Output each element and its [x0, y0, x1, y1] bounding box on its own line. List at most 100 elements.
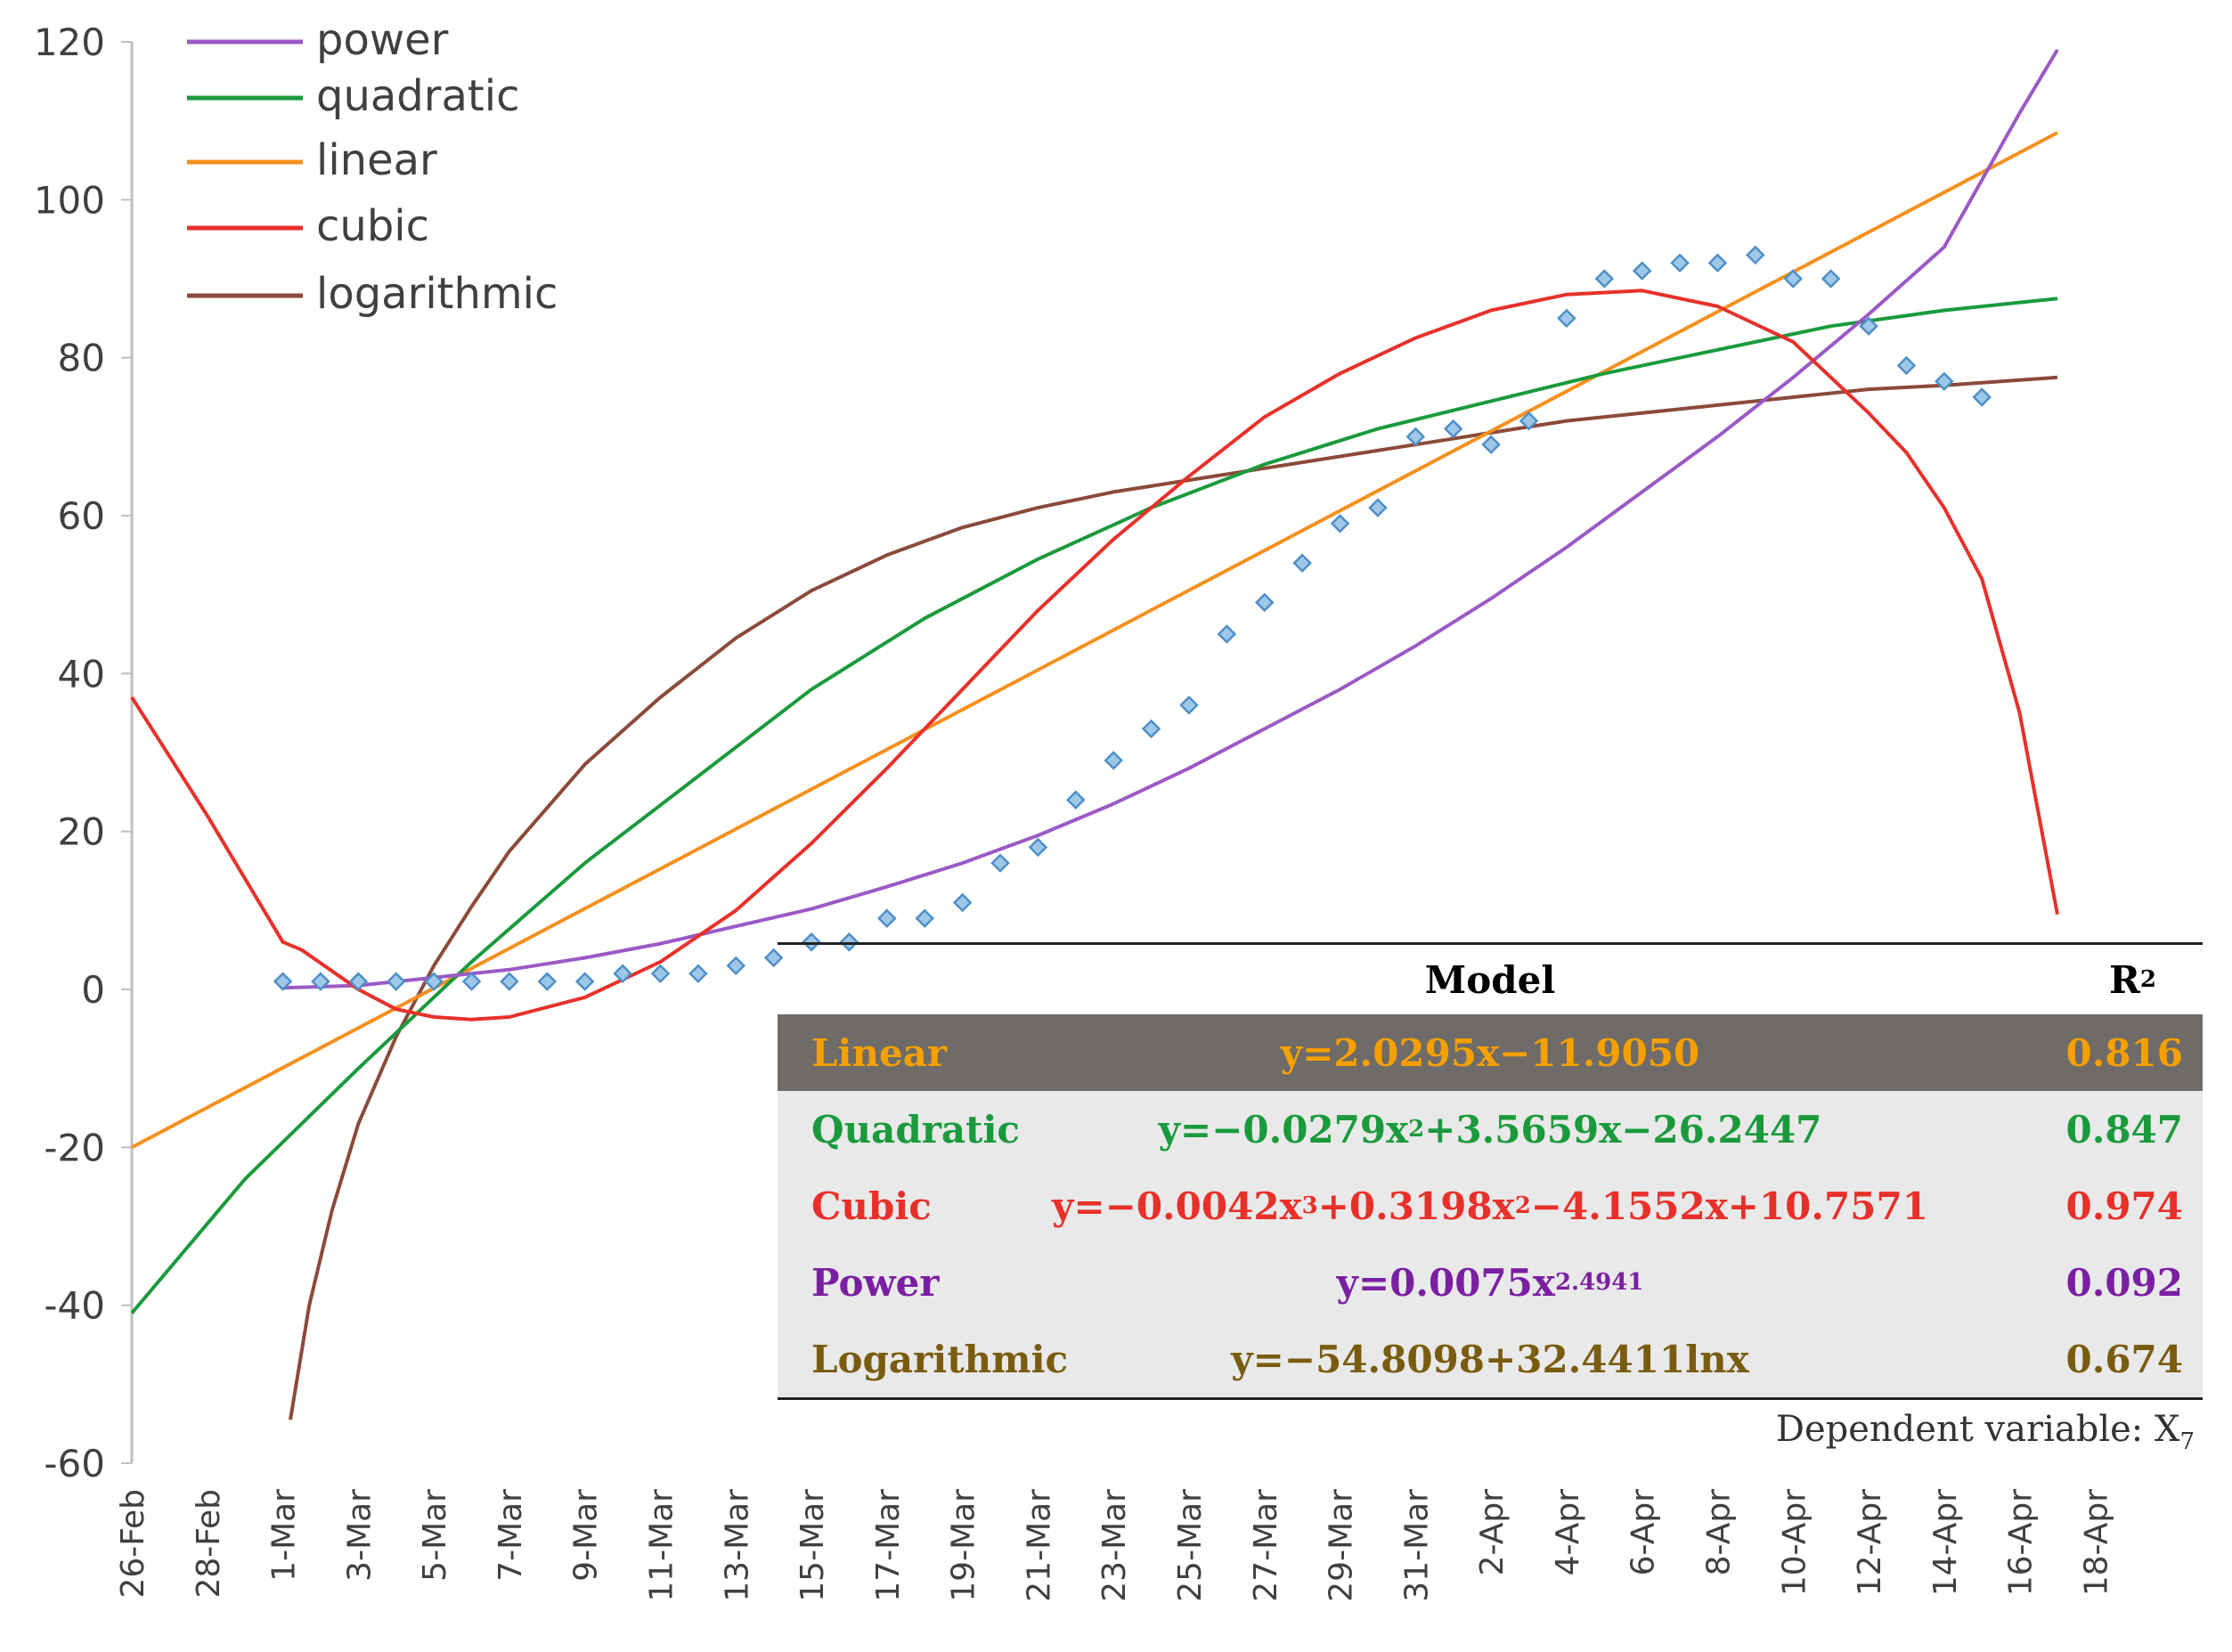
- y-tick-label: 80: [58, 337, 105, 380]
- y-tick-label: 100: [34, 178, 105, 222]
- y-tick-label: 40: [58, 652, 105, 696]
- x-tick-label: 29-Mar: [1324, 1489, 1360, 1602]
- observed-point: [424, 972, 444, 991]
- observed-point: [1557, 308, 1576, 329]
- observed-point: [1141, 719, 1161, 739]
- observed-point: [348, 972, 369, 991]
- y-tick-label: -60: [44, 1442, 105, 1485]
- x-tick-label: 12-Apr: [1852, 1489, 1888, 1596]
- model-name: Power: [811, 1260, 940, 1305]
- observed-point: [952, 892, 973, 913]
- table-row: Linear y=2.0295x−11.9050 0.816: [778, 1014, 2203, 1091]
- x-tick-label: 10-Apr: [1776, 1489, 1812, 1596]
- model-formula: y=−0.0279x 2 +3.5659x−26.2447: [1158, 1107, 1822, 1152]
- model-r2: 0.974: [2065, 1184, 2183, 1228]
- x-tick-label: 17-Mar: [870, 1489, 907, 1602]
- observed-point: [1179, 696, 1199, 715]
- table-row: Quadratic y=−0.0279x 2 +3.5659x−26.2447 0.84…: [778, 1091, 2203, 1168]
- legend-label-power: power: [316, 15, 449, 65]
- observed-point: [1935, 371, 1954, 392]
- table-bottom-rule: [778, 1397, 2203, 1400]
- observed-point: [500, 972, 519, 991]
- x-tick-label: 3-Mar: [341, 1489, 378, 1582]
- header-model: Model: [1424, 957, 1556, 1002]
- x-tick-label: 19-Mar: [946, 1489, 982, 1602]
- model-r2: 0.847: [2065, 1107, 2183, 1152]
- x-tick-label: 16-Apr: [2003, 1489, 2040, 1596]
- x-tick-label: 11-Mar: [643, 1489, 680, 1602]
- observed-point: [1443, 419, 1463, 439]
- observed-point: [1896, 355, 1917, 376]
- model-formula: y=0.0075x 2.4941: [1336, 1260, 1644, 1305]
- observed-point: [763, 948, 784, 968]
- observed-point: [574, 972, 595, 991]
- legend-label-quadratic: quadratic: [316, 71, 519, 121]
- observed-point: [839, 932, 859, 952]
- model-r2: 0.816: [2065, 1030, 2183, 1075]
- observed-point: [915, 908, 935, 928]
- observed-point: [1783, 269, 1804, 289]
- observed-point: [311, 972, 330, 991]
- series-line-quadratic: [130, 297, 2058, 1314]
- observed-point: [1670, 253, 1690, 273]
- observed-point: [1368, 498, 1388, 517]
- observed-point: [1821, 269, 1841, 289]
- y-tick-label: 0: [81, 968, 105, 1012]
- y-tick-label: -40: [44, 1284, 105, 1328]
- observed-point: [273, 972, 293, 991]
- legend-label-linear: linear: [316, 135, 437, 185]
- series-line-power: [282, 48, 2059, 990]
- x-tick-label: 18-Apr: [2078, 1489, 2114, 1596]
- y-tick-label: -20: [44, 1126, 105, 1169]
- model-r2: 0.092: [2065, 1260, 2183, 1305]
- x-tick-label: 5-Mar: [417, 1489, 453, 1582]
- observed-point: [1481, 435, 1501, 454]
- legend-label-cubic: cubic: [316, 201, 429, 251]
- x-tick-label: 26-Feb: [115, 1489, 151, 1599]
- observed-point: [1972, 387, 1992, 407]
- x-tick-label: 4-Apr: [1550, 1489, 1586, 1576]
- x-tick-label: 25-Mar: [1172, 1489, 1209, 1602]
- x-tick-label: 27-Mar: [1248, 1489, 1284, 1602]
- x-tick-label: 14-Apr: [1927, 1489, 1964, 1596]
- observed-points: [273, 245, 1992, 991]
- observed-point: [990, 853, 1010, 873]
- model-name: Quadratic: [811, 1107, 1020, 1152]
- x-tick-label: 28-Feb: [191, 1489, 227, 1599]
- legend: power quadratic linear cubic logarithmic: [187, 15, 558, 319]
- series-line-cubic: [130, 289, 2059, 1021]
- y-tick-label: 120: [34, 20, 105, 64]
- observed-point: [1254, 592, 1275, 613]
- model-formula: y=−54.8098+32.4411lnx: [1231, 1337, 1749, 1381]
- model-name: Logarithmic: [811, 1337, 1069, 1381]
- series-line-logarithmic: [289, 375, 2058, 1420]
- table-row: Cubic y=−0.0042x 3 +0.3198x 2 −4.1552x+10.757…: [778, 1168, 2203, 1244]
- model-formula: y=2.0295x−11.9050: [1280, 1030, 1700, 1075]
- x-tick-label: 8-Apr: [1700, 1489, 1737, 1576]
- model-r2: 0.674: [2065, 1337, 2183, 1381]
- observed-point: [1594, 269, 1615, 289]
- y-tick-label: 20: [58, 810, 105, 854]
- x-tick-label: 13-Mar: [719, 1489, 755, 1602]
- observed-point: [1707, 253, 1728, 273]
- observed-point: [1405, 427, 1426, 447]
- observed-point: [1217, 624, 1237, 644]
- observed-point: [461, 972, 482, 991]
- x-tick-label: 21-Mar: [1021, 1489, 1057, 1602]
- observed-point: [688, 964, 708, 984]
- table-row: Logarithmic y=−54.8098+32.4411lnx 0.674: [778, 1321, 2203, 1397]
- x-axis-ticks: 26-Feb 28-Feb 1-Mar 3-Mar 5-Mar 7-Mar 9-Mar 11-…: [115, 1489, 2114, 1602]
- model-formula: y=−0.0042x 3 +0.3198x 2 −4.1552x+10.7571: [1052, 1184, 1928, 1228]
- observed-point: [802, 932, 821, 952]
- observed-point: [726, 956, 746, 976]
- x-tick-label: 15-Mar: [794, 1489, 831, 1602]
- x-tick-label: 2-Apr: [1474, 1489, 1511, 1576]
- observed-point: [613, 964, 632, 984]
- model-name: Cubic: [811, 1184, 932, 1228]
- observed-point: [1746, 245, 1765, 265]
- observed-point: [1330, 514, 1350, 533]
- table-rows: Linear y=2.0295x−11.9050 0.816 Quadratic y=−…: [778, 1014, 2203, 1397]
- model-name: Linear: [811, 1030, 948, 1075]
